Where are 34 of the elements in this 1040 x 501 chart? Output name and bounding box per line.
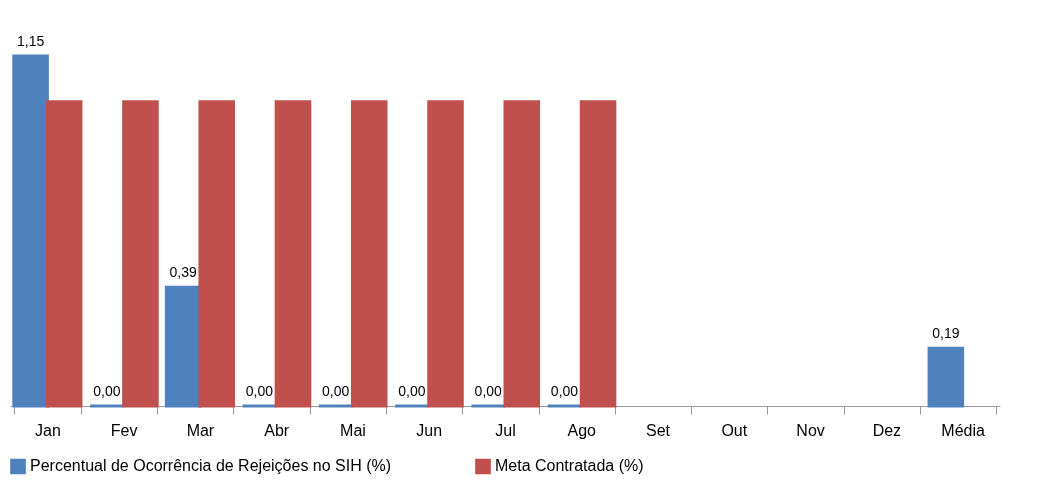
bar xyxy=(579,100,617,408)
x-tick-label: Abr xyxy=(264,421,290,439)
x-tick-label: Jun xyxy=(416,421,443,439)
legend-label: Percentual de Ocorrência de Rejeições no SIH (%) xyxy=(30,457,392,475)
data-label: 0,19 xyxy=(932,325,960,342)
bar xyxy=(122,100,159,408)
data-label: 1,15 xyxy=(16,33,45,49)
x-tick-label: Mar xyxy=(186,421,215,439)
data-label: 0,39 xyxy=(169,264,197,281)
data-label: 0,00 xyxy=(245,383,274,399)
bar xyxy=(350,100,388,408)
bar xyxy=(45,100,83,408)
bar xyxy=(198,100,235,408)
bar xyxy=(503,100,541,408)
data-label: 0,00 xyxy=(398,383,426,399)
x-tick-label: Dez xyxy=(872,421,902,439)
data-label: 0,00 xyxy=(322,383,350,399)
bar xyxy=(274,100,312,408)
x-tick-label: Nov xyxy=(796,421,825,439)
x-tick-label: Ago xyxy=(567,421,597,439)
x-tick-label: Média xyxy=(941,421,986,439)
x-tick-label: Set xyxy=(646,421,671,439)
bar xyxy=(12,54,49,408)
data-label: 0,00 xyxy=(550,383,579,399)
x-tick-label: Jan xyxy=(34,421,61,439)
bar xyxy=(927,346,965,408)
x-tick-label: Mai xyxy=(340,421,366,439)
x-tick-label: Jul xyxy=(495,421,516,439)
legend-label: Meta Contratada (%) xyxy=(495,457,644,475)
bar xyxy=(427,100,464,408)
data-label: 0,00 xyxy=(93,383,121,399)
x-tick-label: Out xyxy=(721,421,748,439)
data-label: 0,00 xyxy=(474,383,503,399)
x-tick-label: Fev xyxy=(110,421,138,439)
